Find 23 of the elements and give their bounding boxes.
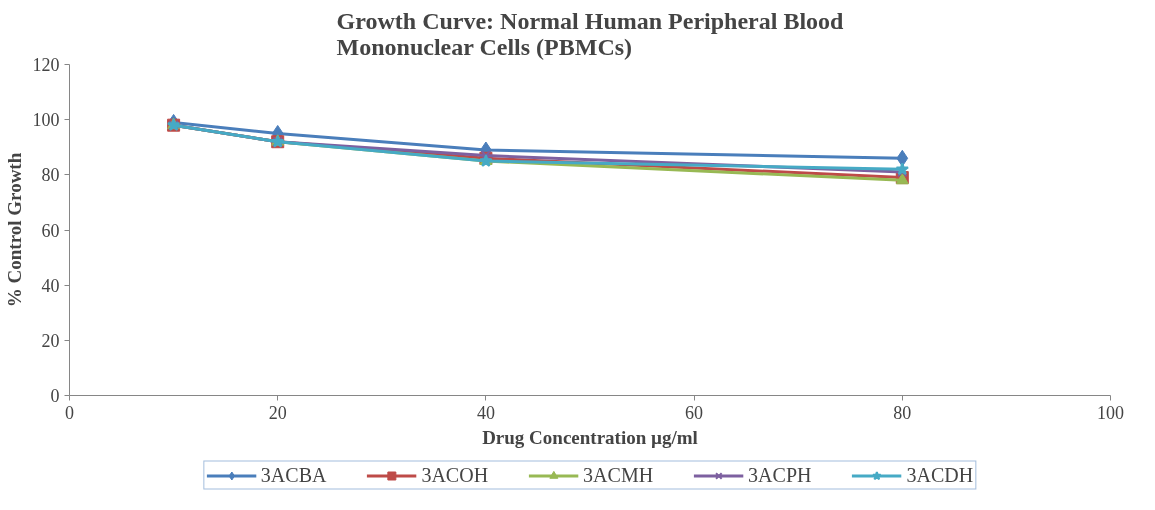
legend-label: 3ACMH (583, 463, 654, 487)
point (896, 149, 909, 167)
x-axis-title: Drug Concentration µg/ml (482, 426, 698, 448)
y-tick-label: 40 (41, 275, 60, 296)
x-tick-label: 40 (476, 402, 495, 423)
legend-label: 3ACOH (421, 463, 489, 487)
y-tick-label: 80 (41, 165, 60, 186)
legend-label: 3ACDH (906, 463, 974, 487)
legend-label: 3ACPH (748, 463, 812, 487)
x-tick-label: 100 (1097, 402, 1124, 423)
legend-label: 3ACBA (260, 463, 327, 487)
y-tick-label: 100 (32, 110, 60, 131)
y-axis-title: % Control Growth (3, 152, 25, 308)
point (895, 162, 910, 176)
x-tick-label: 60 (685, 402, 704, 423)
chart-title: Growth Curve: Normal Human Peripheral Blood Mononuclear Cells (PBMCs) (336, 7, 845, 60)
y-tick-label: 20 (41, 330, 60, 351)
x-tick-label: 80 (893, 402, 912, 423)
y-tick-label: 60 (41, 220, 60, 241)
x-tick-label: 0 (65, 402, 74, 423)
x-tick-label: 20 (268, 402, 287, 423)
y-tick-label: 0 (50, 386, 60, 406)
y-tick-label: 120 (32, 55, 60, 75)
